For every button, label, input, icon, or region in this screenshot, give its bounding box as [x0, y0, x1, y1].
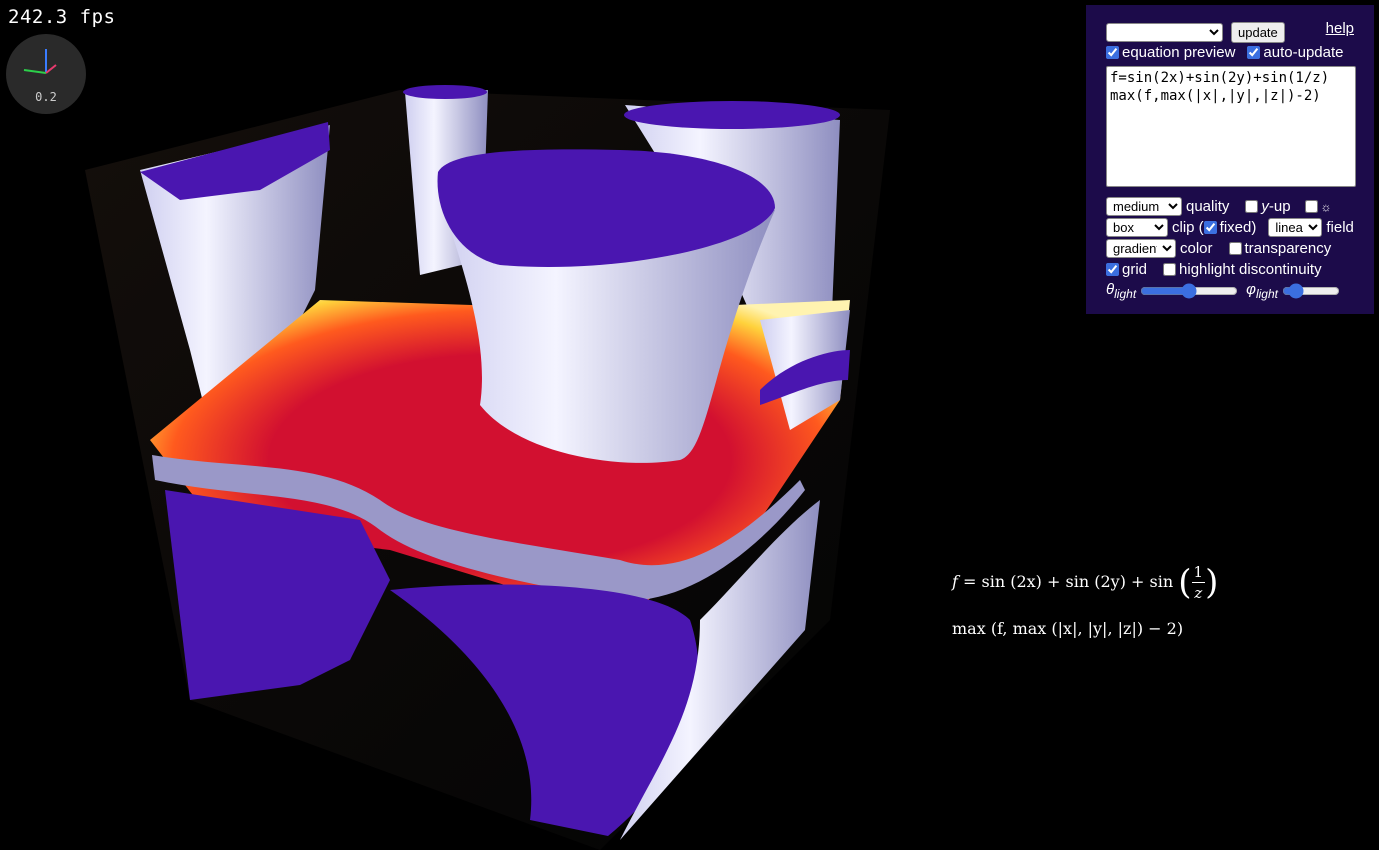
- equation-preview-checkbox[interactable]: [1106, 46, 1119, 59]
- lower-center-block: [390, 584, 699, 836]
- lower-left-block: [165, 490, 390, 700]
- back-pillar-right-top: [624, 101, 840, 129]
- axis-scale-label: 0.2: [35, 90, 57, 104]
- auto-update-checkbox[interactable]: [1247, 46, 1261, 59]
- grid-label: grid: [1122, 261, 1148, 278]
- transparency-checkbox[interactable]: [1228, 242, 1242, 255]
- auto-update-label: auto-update: [1263, 44, 1344, 61]
- quality-label: quality: [1186, 198, 1230, 215]
- clip-label: clip (: [1172, 219, 1204, 236]
- theta-light-slider[interactable]: [1140, 284, 1239, 298]
- equation-input[interactable]: [1106, 66, 1356, 187]
- left-pillar-top: [140, 122, 330, 200]
- sun-icon: ☼: [1320, 199, 1332, 214]
- highlight-discontinuity-checkbox[interactable]: [1163, 263, 1177, 276]
- color-select[interactable]: gradient: [1106, 239, 1176, 258]
- fps-counter: 242.3 fps: [8, 6, 116, 28]
- light-toggle-checkbox[interactable]: [1304, 200, 1318, 213]
- color-label: color: [1180, 240, 1213, 257]
- quality-select[interactable]: medium: [1106, 197, 1182, 216]
- 3d-viewport[interactable]: [60, 60, 920, 850]
- highlight-discontinuity-label: highlight discontinuity: [1179, 261, 1322, 278]
- preset-select[interactable]: [1106, 23, 1223, 42]
- y-up-checkbox[interactable]: [1245, 200, 1259, 213]
- theta-light-label: θlight: [1106, 281, 1137, 301]
- grid-checkbox[interactable]: [1106, 263, 1119, 276]
- clip-select[interactable]: box: [1106, 218, 1168, 237]
- y-axis-line: [23, 69, 47, 74]
- clip-fixed-checkbox[interactable]: [1203, 221, 1217, 234]
- help-link[interactable]: help: [1325, 20, 1354, 37]
- field-label: field: [1326, 219, 1354, 236]
- phi-light-slider[interactable]: [1281, 284, 1340, 298]
- equation-preview-label: equation preview: [1122, 44, 1236, 61]
- y-up-label: y-up: [1261, 198, 1291, 215]
- update-button[interactable]: update: [1231, 22, 1285, 43]
- x-axis-line: [45, 64, 57, 74]
- discontinuity-band: [152, 455, 805, 601]
- field-select[interactable]: linear: [1268, 218, 1323, 237]
- transparency-label: transparency: [1244, 240, 1332, 257]
- back-pillar-left-top: [403, 85, 487, 99]
- equation-preview-line2: max (f, max (|x|, |y|, |z|) − 2): [952, 619, 1184, 638]
- axis-orientation-widget[interactable]: 0.2: [6, 34, 86, 114]
- lower-right-pillar: [620, 500, 820, 840]
- clip-fixed-label: fixed): [1219, 219, 1257, 236]
- axis-gizmo: [23, 49, 57, 74]
- control-panel: update help equation preview auto-update…: [1086, 5, 1374, 314]
- equation-preview-line1: f = sin (2x) + sin (2y) + sin (1 z): [952, 562, 1219, 603]
- central-pillar-top: [437, 149, 775, 267]
- right-side-pillar-cap: [760, 350, 850, 405]
- phi-light-label: φlight: [1246, 281, 1278, 301]
